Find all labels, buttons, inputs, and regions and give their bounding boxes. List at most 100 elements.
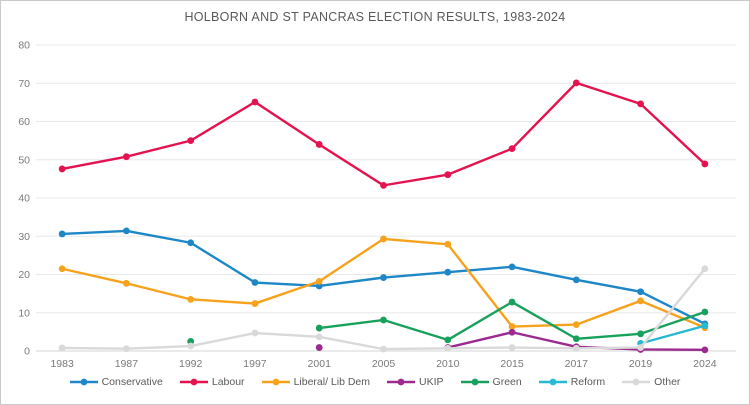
series-marker-labour [572,79,580,87]
legend-item-conservative: Conservative [69,376,163,388]
series-marker-liberal-lib-dem [251,300,259,307]
series-marker-liberal-lib-dem [637,297,644,305]
series-marker-labour [315,141,323,148]
series-marker-labour [701,160,709,168]
series-line-reform [639,324,707,345]
x-axis-tick-label: 1987 [115,358,139,370]
x-axis-tick-label: 2001 [308,358,332,370]
series-marker-labour [508,145,516,153]
series-marker-other [572,344,580,352]
series-marker-conservative [508,263,516,271]
series-marker-liberal-lib-dem [572,321,580,329]
series-marker-labour [380,181,387,189]
legend-item-green: Green [460,376,522,388]
legend-line-marker-icon [622,378,651,386]
series-marker-labour [444,171,452,179]
y-axis-tick-label: 0 [24,346,30,358]
legend-item-liberal-lib-dem: Liberal/ Lib Dem [261,376,371,388]
series-marker-green [508,298,516,306]
legend-item-labour: Labour [179,376,245,388]
series-marker-ukip [315,344,323,351]
series-marker-green [572,335,580,343]
series-marker-other [701,265,709,273]
y-axis-tick-label: 60 [18,116,30,128]
x-axis-tick-label: 2024 [693,358,717,370]
series-marker-labour [187,137,195,145]
legend-label: Liberal/ Lib Dem [293,376,371,388]
x-axis-tick-label: 1997 [243,358,267,370]
legend-line-marker-icon [387,378,416,386]
series-marker-conservative [572,276,580,284]
series-marker-liberal-lib-dem [187,295,195,303]
series-marker-green [315,324,323,332]
legend-label: Reform [570,376,606,388]
chart-legend: Conservative Labour Liberal/ Lib Dem UKIP Gr… [1,376,749,388]
x-axis-tick-label: 1992 [179,358,203,370]
series-marker-green [444,336,452,344]
y-axis-tick-label: 10 [18,307,30,319]
series-marker-labour [123,153,130,161]
series-marker-liberal-lib-dem [315,277,323,285]
series-marker-liberal-lib-dem [123,279,130,287]
series-marker-other [187,342,195,350]
series-marker-conservative [58,230,66,238]
legend-line-marker-icon [261,378,290,386]
legend-item-other: Other [622,376,680,388]
series-marker-other [508,344,516,351]
series-marker-labour [58,165,66,173]
series-marker-other [637,344,644,351]
series-marker-labour [637,100,644,108]
legend-item-reform: Reform [538,376,606,388]
series-marker-liberal-lib-dem [508,323,516,330]
series-marker-green [380,316,387,324]
series-marker-conservative [444,268,452,276]
legend-line-marker-icon [69,378,98,386]
series-marker-other [58,344,66,352]
x-axis-tick-label: 1983 [50,358,74,370]
series-marker-green [701,308,709,316]
chart-title: HOLBORN AND ST PANCRAS ELECTION RESULTS,… [184,10,566,24]
x-axis-tick-label: 2010 [436,358,460,370]
y-axis-tick-label: 80 [18,40,30,52]
x-axis-tick-label: 2019 [629,358,653,370]
series-marker-liberal-lib-dem [58,265,66,273]
series-marker-conservative [187,239,195,247]
series-line-labour [60,81,707,187]
x-axis-tick-label: 2017 [565,358,589,370]
series-marker-other [251,329,259,337]
legend-label: Conservative [101,376,163,388]
series-marker-conservative [637,288,644,296]
series-marker-other [444,344,452,352]
plot-area: 0 10 20 30 40 50 60 70 80 1983 1987 1992 1997 2001 200… [18,40,736,370]
x-axis-tick-label: 2015 [500,358,524,370]
y-axis-tick-label: 50 [18,154,30,166]
legend-label: Labour [211,376,245,388]
legend-item-ukip: UKIP [387,376,444,388]
y-axis-tick-label: 20 [18,269,30,281]
series-marker-liberal-lib-dem [444,240,452,248]
series-line-liberal-lib-dem [60,237,707,329]
series-marker-other [123,345,130,353]
series-marker-other [315,333,323,341]
legend-label: Green [492,376,522,388]
series-marker-labour [251,98,259,106]
series-marker-ukip [508,328,516,336]
legend-label: UKIP [419,376,444,388]
legend-line-marker-icon [538,378,567,386]
legend-label: Other [654,376,681,388]
series-marker-reform [701,322,709,330]
series-marker-green [637,330,644,338]
series-marker-ukip [701,346,709,354]
x-axis-tick-label: 2005 [372,358,396,370]
y-axis-tick-label: 70 [18,78,30,90]
series-marker-conservative [123,227,130,235]
series-marker-liberal-lib-dem [380,235,387,243]
series-marker-conservative [251,279,259,286]
legend-line-marker-icon [179,378,208,386]
y-axis-tick-label: 30 [18,231,30,243]
legend-line-marker-icon [460,378,489,386]
y-axis-tick-label: 40 [18,193,30,205]
series-marker-other [380,345,387,353]
series-marker-conservative [380,274,387,281]
